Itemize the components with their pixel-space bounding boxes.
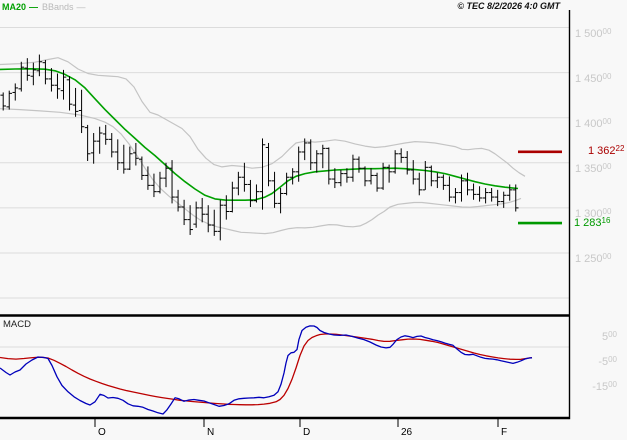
price-axis-label: 1 35000 xyxy=(575,161,612,175)
price-axis-label: 1 40000 xyxy=(575,116,612,130)
price-axis-label: 1 50000 xyxy=(575,26,612,40)
ma20-legend-label: MA20 xyxy=(2,2,27,12)
macd-line xyxy=(0,325,533,415)
ma20-legend-dash-icon: — xyxy=(29,2,39,12)
support-level-label: 1 28316 xyxy=(574,215,611,229)
bbands-legend-label: BBands xyxy=(42,2,74,12)
indicator-legend: MA20— BBands — xyxy=(2,2,86,13)
bbands-legend-dash-icon: — xyxy=(76,2,86,12)
price-axis-label: 1 45000 xyxy=(575,71,612,85)
x-axis-month-label: D xyxy=(303,427,311,438)
macd-axis-label: 500 xyxy=(601,330,617,343)
macd-axis-label: -500 xyxy=(598,355,617,368)
x-axis-month-label: F xyxy=(501,427,508,438)
macd-signal-line xyxy=(0,333,533,406)
price-axis-label: 1 25000 xyxy=(575,252,612,265)
bollinger-lower-band xyxy=(0,108,522,235)
x-axis-month-label: 26 xyxy=(401,427,413,438)
x-axis-month-label: N xyxy=(207,427,215,438)
ma20-line xyxy=(0,68,519,201)
macd-axis-label: -1500 xyxy=(592,380,617,393)
macd-panel-title: MACD xyxy=(3,319,31,330)
resistance-level-label: 1 36222 xyxy=(588,144,625,158)
x-axis-month-label: O xyxy=(98,427,106,438)
bollinger-upper-band xyxy=(0,57,526,177)
price-axis-label: 1 30000 xyxy=(575,206,612,220)
copyright-timestamp: © TEC 8/2/2026 4:0 GMT xyxy=(457,1,560,11)
